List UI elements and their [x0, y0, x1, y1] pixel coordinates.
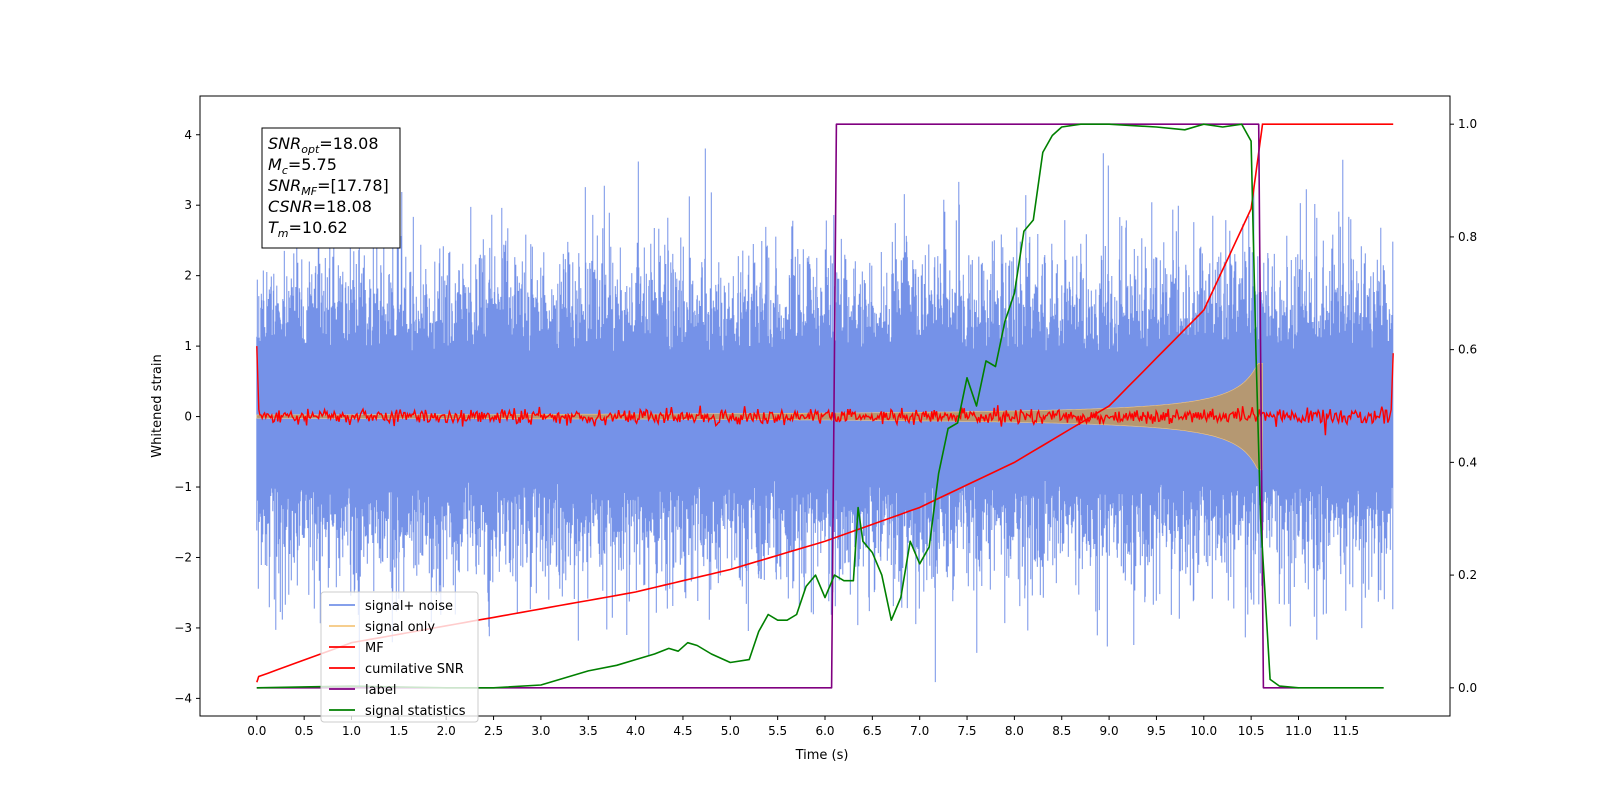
x-tick-label: 5.0: [721, 724, 740, 738]
x-axis: 0.0 0.5 1.0 1.5 2.0 2.5 3.0 3.5 4.0 4.5 5.0 5.5 6.0 6…: [247, 716, 1359, 738]
x-tick-label: 0.0: [247, 724, 266, 738]
x-tick-label: 7.5: [957, 724, 976, 738]
x-axis-label: Time (s): [795, 748, 849, 763]
x-tick-label: 9.0: [1100, 724, 1119, 738]
y-tick-label-right: 0.4: [1458, 455, 1477, 469]
y-tick-label-left: 0: [184, 410, 192, 424]
info-line: Mc=5.75: [268, 155, 337, 177]
x-tick-label: 10.5: [1238, 724, 1265, 738]
y-tick-label-left: −1: [174, 480, 192, 494]
x-tick-label: 2.0: [437, 724, 456, 738]
legend-label: cumilative SNR: [365, 662, 464, 677]
y-axis-right: 0.0 0.2 0.4 0.6 0.8 1.0: [1450, 117, 1477, 695]
x-tick-label: 4.5: [673, 724, 692, 738]
info-box: SNRopt=18.08Mc=5.75SNRMF=[17.78]CSNR=18.…: [261, 127, 401, 249]
x-tick-label: 3.5: [579, 724, 598, 738]
x-tick-label: 4.0: [626, 724, 645, 738]
legend-label: label: [365, 683, 396, 698]
legend: signal+ noise signal only MF cumilative SNR…: [320, 591, 479, 723]
x-tick-label: 5.5: [768, 724, 787, 738]
y-axis-label: Whitened strain: [150, 354, 165, 457]
y-tick-label-left: 3: [184, 198, 192, 212]
x-tick-label: 11.0: [1285, 724, 1312, 738]
info-box-frame: [261, 127, 401, 249]
legend-label: signal statistics: [365, 704, 466, 719]
x-tick-label: 3.0: [531, 724, 550, 738]
x-tick-label: 10.0: [1190, 724, 1217, 738]
y-tick-label-right: 0.6: [1458, 343, 1477, 357]
x-tick-label: 6.5: [863, 724, 882, 738]
info-line: Tm=10.62: [268, 218, 348, 240]
x-tick-label: 0.5: [295, 724, 314, 738]
legend-frame: [320, 591, 479, 723]
x-tick-label: 6.0: [815, 724, 834, 738]
x-tick-label: 11.5: [1332, 724, 1359, 738]
legend-label: signal only: [365, 620, 435, 635]
y-tick-label-left: 2: [184, 269, 192, 283]
y-tick-label-right: 0.8: [1458, 230, 1477, 244]
x-tick-label: 9.5: [1147, 724, 1166, 738]
info-line: SNRopt=18.08: [268, 134, 379, 156]
y-tick-label-right: 0.2: [1458, 568, 1477, 582]
series-mf: [256, 346, 1394, 436]
y-tick-label-left: 1: [184, 339, 192, 353]
x-tick-label: 8.5: [1052, 724, 1071, 738]
series-signal-statistics: [256, 123, 1384, 689]
series-label: [256, 123, 1299, 689]
y-tick-label-left: −2: [174, 550, 192, 564]
x-tick-label: 7.0: [910, 724, 929, 738]
x-tick-label: 1.5: [389, 724, 408, 738]
y-axis-left: −4 −3 −2 −1 0 1 2 3 4: [174, 128, 200, 705]
y-tick-label-left: 4: [184, 128, 192, 142]
y-tick-label-right: 0.0: [1458, 681, 1477, 695]
y-tick-label-left: −3: [174, 621, 192, 635]
legend-label: signal+ noise: [365, 599, 453, 614]
x-tick-label: 1.0: [342, 724, 361, 738]
x-tick-label: 8.0: [1005, 724, 1024, 738]
y-tick-label-right: 1.0: [1458, 117, 1477, 131]
legend-label: MF: [365, 641, 384, 656]
y-tick-label-left: −4: [174, 691, 192, 705]
info-line: CSNR=18.08: [268, 197, 372, 216]
x-tick-label: 2.5: [484, 724, 503, 738]
info-line: SNRMF=[17.78]: [268, 176, 389, 198]
